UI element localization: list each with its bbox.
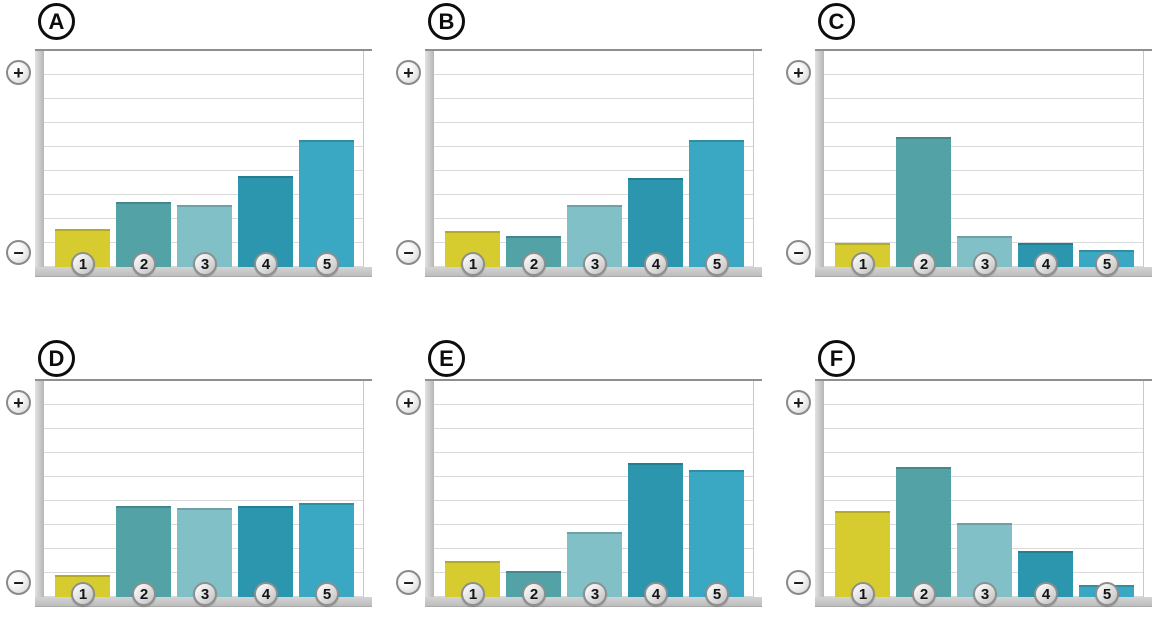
bar-2 — [896, 137, 951, 267]
plus-icon: + — [6, 60, 31, 85]
panel-a-plot: + − 1 2 3 4 5 — [6, 49, 372, 277]
bar-4 — [628, 463, 683, 597]
bar-5 — [689, 470, 744, 597]
bar-number-badge: 3 — [193, 252, 217, 276]
panel-e: E + − 1 2 3 4 5 — [390, 311, 780, 622]
bar-number-badge: 2 — [132, 252, 156, 276]
bar-5 — [299, 140, 354, 267]
bar-number-badge: 2 — [132, 582, 156, 606]
bar-4 — [238, 176, 293, 267]
panel-b: B + − 1 2 3 4 5 — [390, 0, 780, 311]
plot-grid: 1 2 3 4 5 — [44, 51, 364, 276]
bar-number-badge: 2 — [912, 252, 936, 276]
panel-f-label: F — [818, 340, 855, 377]
bar-number-badge: 2 — [912, 582, 936, 606]
panel-d: D + − 1 2 3 4 5 — [0, 311, 390, 622]
plus-icon: + — [786, 60, 811, 85]
bar-number-badge: 5 — [315, 582, 339, 606]
bar-number-badge: 5 — [1095, 582, 1119, 606]
bar-2 — [116, 506, 171, 597]
bar-number-badge: 1 — [71, 582, 95, 606]
panel-c-plot: + − 1 2 3 4 5 — [786, 49, 1152, 277]
bar-number-badge: 4 — [254, 252, 278, 276]
plot-grid: 1 2 3 4 5 — [824, 381, 1144, 606]
y-axis — [35, 51, 44, 277]
bar-number-badge: 1 — [851, 252, 875, 276]
bar-number-badge: 1 — [461, 582, 485, 606]
bar-number-badge: 3 — [973, 252, 997, 276]
panel-b-label: B — [428, 3, 465, 40]
minus-icon: − — [396, 570, 421, 595]
panel-f: F + − 1 2 3 4 5 — [780, 311, 1170, 622]
bar-number-badge: 1 — [461, 252, 485, 276]
plot-grid: 1 2 3 4 5 — [434, 381, 754, 606]
minus-icon: − — [786, 570, 811, 595]
panel-a: A + − 1 2 3 4 5 — [0, 0, 390, 311]
bar-4 — [238, 506, 293, 597]
plus-icon: + — [396, 390, 421, 415]
panel-d-label: D — [38, 340, 75, 377]
bar-number-badge: 3 — [973, 582, 997, 606]
y-axis — [35, 381, 44, 607]
minus-icon: − — [396, 240, 421, 265]
bar-5 — [689, 140, 744, 267]
y-axis — [815, 51, 824, 277]
bar-number-badge: 4 — [644, 582, 668, 606]
bar-4 — [1018, 551, 1073, 597]
minus-icon: − — [786, 240, 811, 265]
plot-grid: 1 2 3 4 5 — [44, 381, 364, 606]
y-axis — [425, 51, 434, 277]
bar-number-badge: 5 — [705, 252, 729, 276]
plot-grid: 1 2 3 4 5 — [434, 51, 754, 276]
minus-icon: − — [6, 240, 31, 265]
bar-number-badge: 1 — [71, 252, 95, 276]
panel-e-plot: + − 1 2 3 4 5 — [396, 379, 762, 607]
bar-number-badge: 1 — [851, 582, 875, 606]
plot-grid: 1 2 3 4 5 — [824, 51, 1144, 276]
bar-number-badge: 5 — [1095, 252, 1119, 276]
bar-number-badge: 4 — [1034, 582, 1058, 606]
bar-number-badge: 3 — [193, 582, 217, 606]
panel-c-label: C — [818, 3, 855, 40]
panel-b-plot: + − 1 2 3 4 5 — [396, 49, 762, 277]
bar-5 — [299, 503, 354, 597]
bar-number-badge: 3 — [583, 252, 607, 276]
plus-icon: + — [6, 390, 31, 415]
bar-number-badge: 4 — [644, 252, 668, 276]
bar-number-badge: 5 — [705, 582, 729, 606]
panel-a-label: A — [38, 3, 75, 40]
y-axis — [425, 381, 434, 607]
plus-icon: + — [786, 390, 811, 415]
bar-number-badge: 4 — [1034, 252, 1058, 276]
y-axis — [815, 381, 824, 607]
bar-number-badge: 3 — [583, 582, 607, 606]
minus-icon: − — [6, 570, 31, 595]
bar-number-badge: 2 — [522, 582, 546, 606]
bar-number-badge: 5 — [315, 252, 339, 276]
panel-f-plot: + − 1 2 3 4 5 — [786, 379, 1152, 607]
bar-number-badge: 2 — [522, 252, 546, 276]
bar-number-badge: 4 — [254, 582, 278, 606]
panel-e-label: E — [428, 340, 465, 377]
bar-2 — [896, 467, 951, 597]
panel-c: C + − 1 2 3 4 5 — [780, 0, 1170, 311]
plus-icon: + — [396, 60, 421, 85]
panel-d-plot: + − 1 2 3 4 5 — [6, 379, 372, 607]
